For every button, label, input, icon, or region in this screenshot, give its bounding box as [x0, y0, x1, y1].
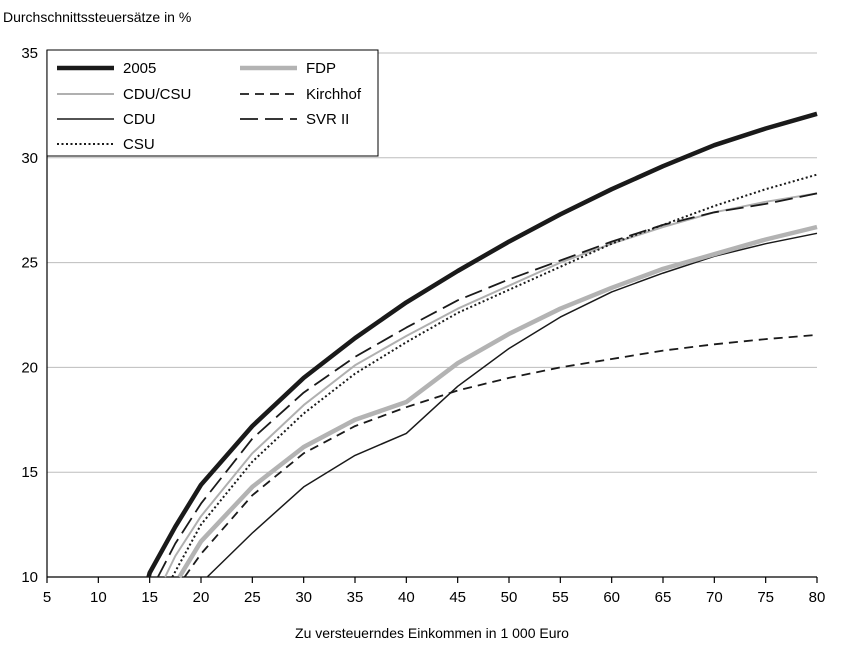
legend-label-svr-ii: SVR II — [306, 111, 349, 128]
y-tick-label: 10 — [21, 569, 38, 586]
y-axis-title: Durchschnittssteuersätze in % — [3, 9, 191, 25]
series-line-csu — [171, 173, 818, 578]
legend-label-cdu: CDU — [123, 111, 156, 128]
x-tick-labels: 5 10 15 20 25 30 35 40 45 50 55 60 65 70 75 80 — [43, 589, 826, 606]
series-line-kirchhof — [183, 334, 818, 578]
x-tick-label: 55 — [552, 589, 569, 606]
x-tick-label: 70 — [706, 589, 723, 606]
x-tick-label: 60 — [603, 589, 620, 606]
x-tick-label: 15 — [141, 589, 158, 606]
series-line-svr-ii — [157, 192, 818, 578]
series-line-cdu-csu — [164, 192, 818, 578]
y-tick-label: 25 — [21, 255, 38, 272]
x-tick-label: 5 — [43, 589, 51, 606]
y-tick-label: 35 — [21, 45, 38, 62]
legend-label-cdu-csu: CDU/CSU — [123, 86, 191, 103]
x-tick-label: 65 — [655, 589, 672, 606]
x-tick-label: 50 — [501, 589, 518, 606]
x-tick-label: 20 — [193, 589, 210, 606]
y-tick-label: 30 — [21, 150, 38, 167]
series-lines — [146, 111, 818, 579]
legend: 2005 CDU/CSU CDU CSU FDP Kirchhof SVR II — [46, 49, 379, 157]
x-tick-label: 30 — [295, 589, 312, 606]
x-tick-label: 45 — [449, 589, 466, 606]
x-tick-label: 10 — [90, 589, 107, 606]
legend-label-2005: 2005 — [123, 60, 156, 77]
x-axis-title: Zu versteuerndes Einkommen in 1 000 Euro — [295, 625, 569, 641]
legend-label-fdp: FDP — [306, 60, 336, 77]
legend-label-csu: CSU — [123, 136, 155, 153]
legend-label-kirchhof: Kirchhof — [306, 86, 362, 103]
series-line-2005 — [146, 111, 818, 578]
x-tick-label: 25 — [244, 589, 261, 606]
x-tick-label: 40 — [398, 589, 415, 606]
y-tick-labels: 10 15 20 25 30 35 — [21, 45, 38, 586]
x-tick-label: 75 — [757, 589, 774, 606]
series-line-fdp — [177, 224, 818, 579]
x-tick-label: 80 — [809, 589, 826, 606]
y-tick-label: 15 — [21, 464, 38, 481]
y-tick-label: 20 — [21, 359, 38, 376]
x-tick-label: 35 — [347, 589, 364, 606]
